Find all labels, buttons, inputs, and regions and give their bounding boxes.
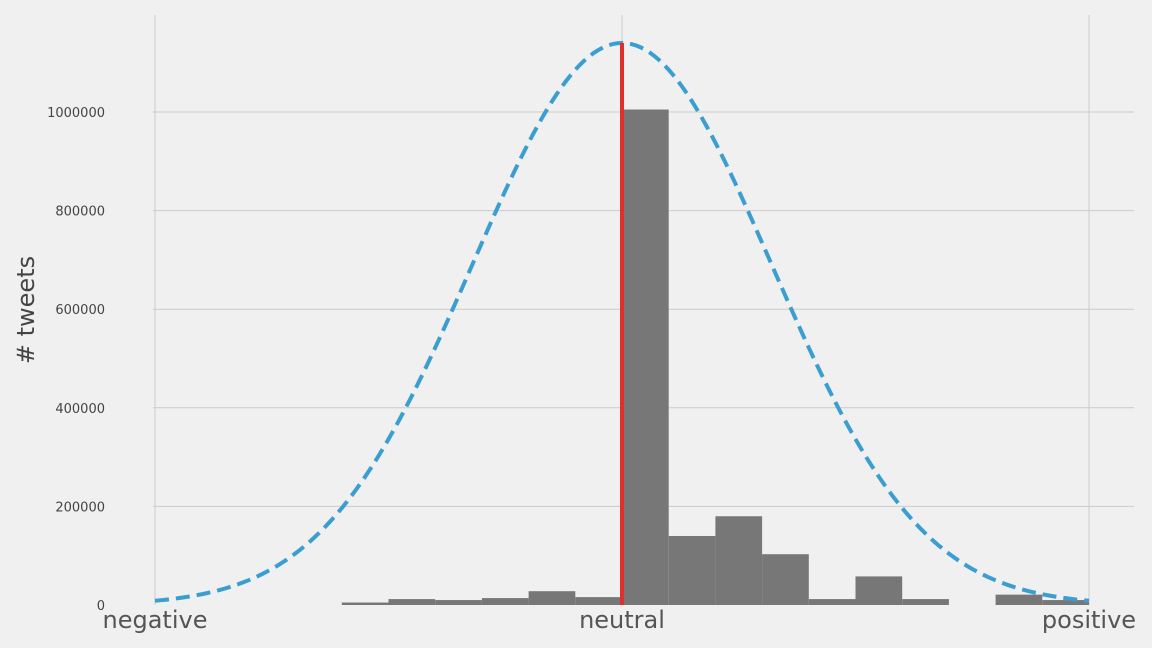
y-tick-label: 800000 <box>55 205 105 220</box>
histogram-bar <box>435 600 482 605</box>
y-tick-labels: 0 200000 400000 600000 800000 1000000 <box>47 106 105 614</box>
histogram-bar <box>575 597 622 605</box>
histogram-bar <box>622 109 669 605</box>
histogram-bars <box>341 109 1089 605</box>
y-tick-label: 600000 <box>55 303 105 318</box>
histogram-bar <box>1042 600 1089 605</box>
y-tick-label: 1000000 <box>47 106 105 121</box>
histogram-bar <box>528 591 576 605</box>
histogram-bar <box>341 602 389 605</box>
histogram-bar <box>668 535 716 605</box>
x-tick-label: neutral <box>579 606 665 634</box>
histogram-bar <box>481 598 529 605</box>
x-tick-labels: negative neutral positive <box>103 606 1137 634</box>
y-axis-label: # tweets <box>12 256 40 364</box>
y-tick-label: 200000 <box>55 500 105 515</box>
histogram-bar <box>388 599 436 605</box>
histogram-bar <box>762 554 809 605</box>
histogram-bar <box>715 516 763 605</box>
x-tick-label: negative <box>103 606 208 634</box>
histogram-bar <box>808 599 856 605</box>
y-tick-label: 400000 <box>55 402 105 417</box>
histogram-bar <box>902 599 949 605</box>
histogram-bar <box>995 594 1043 605</box>
x-tick-label: positive <box>1042 606 1136 634</box>
histogram-bar <box>855 576 903 605</box>
y-tick-label: 0 <box>97 599 105 614</box>
